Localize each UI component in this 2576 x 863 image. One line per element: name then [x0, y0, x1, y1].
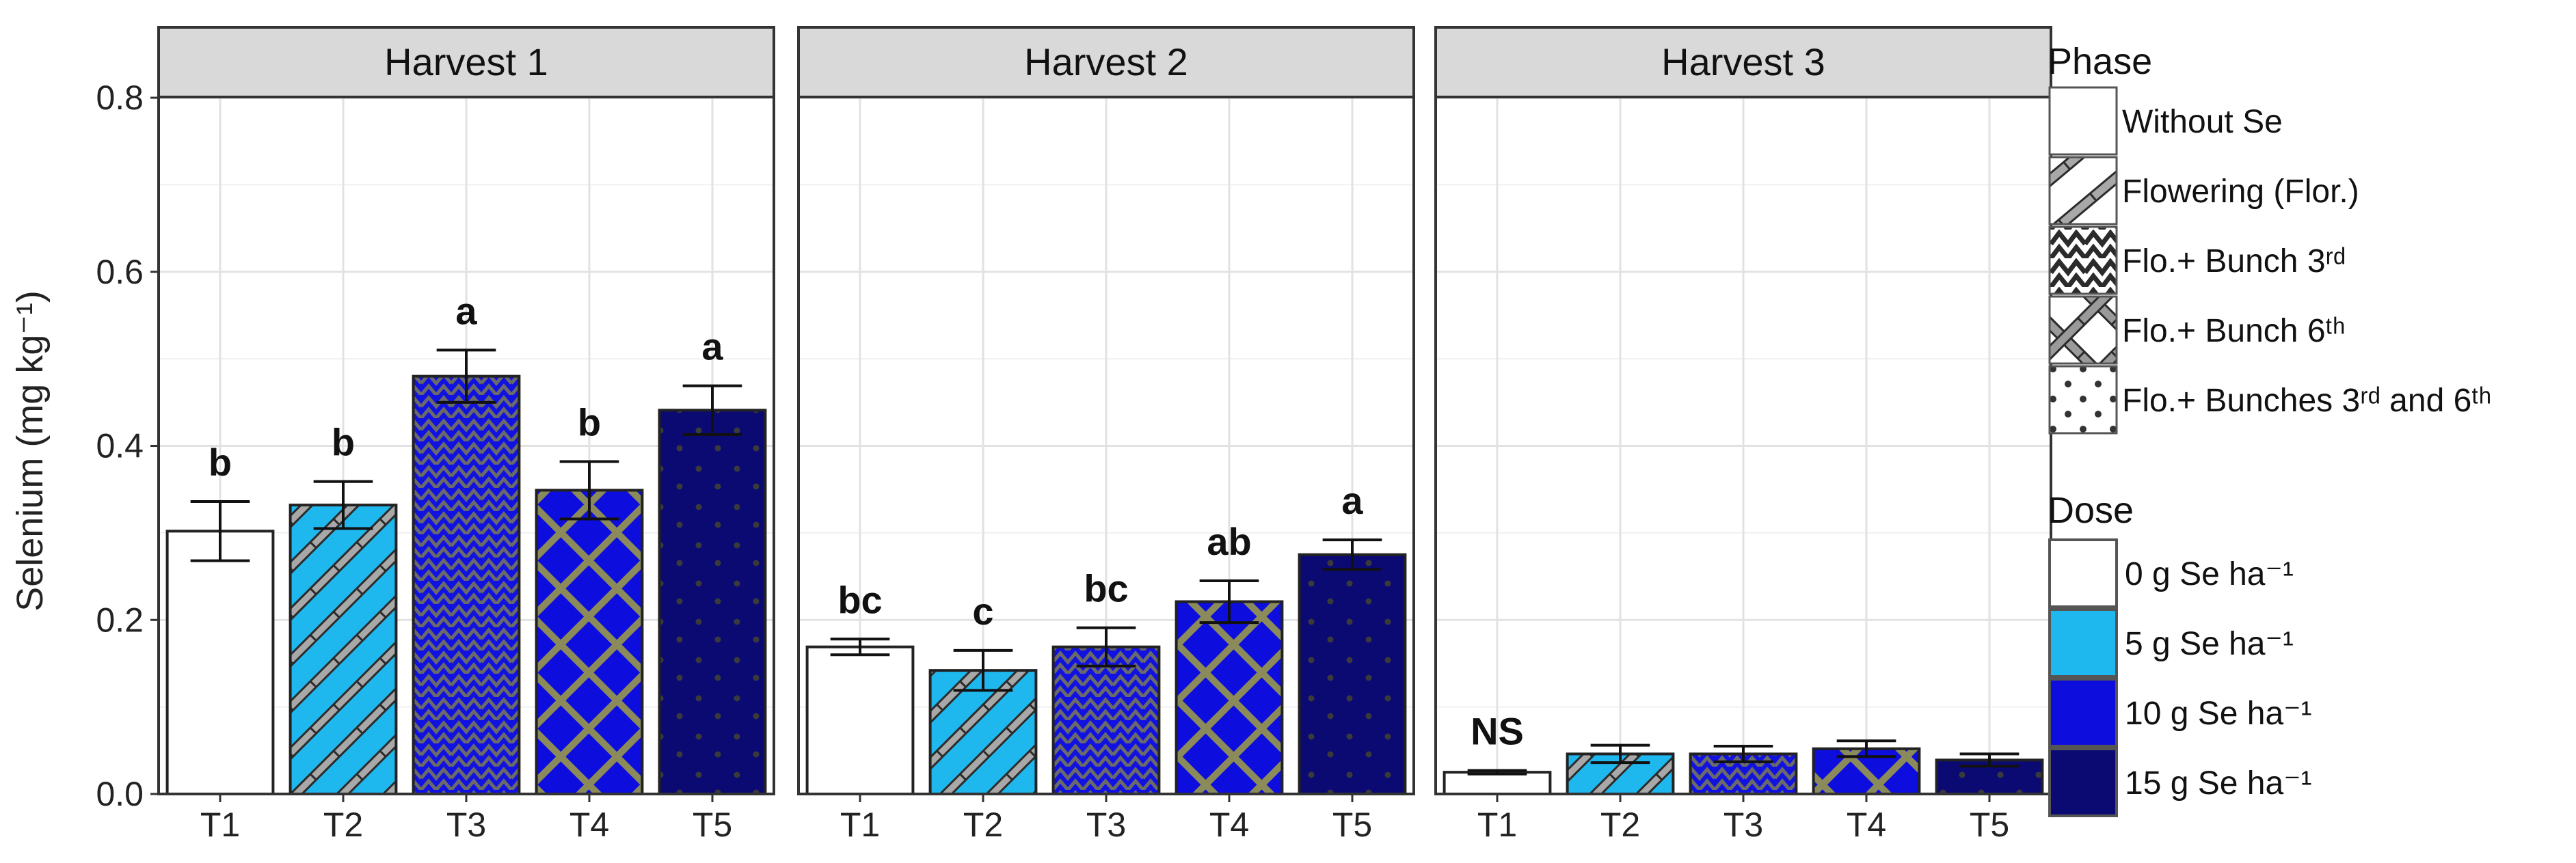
- significance-label: a: [701, 325, 723, 368]
- legend-key-outline: [2048, 365, 2118, 435]
- bar-t1: [807, 646, 913, 794]
- legend-dose-swatch: [2048, 538, 2118, 608]
- panels-layer: b T1 b T2 a T3 b T4 a T5 Harvest 1 bc T1 c T2 bc T3 ab T4 a…: [96, 26, 2052, 844]
- legend-phase-label: Without Se: [2122, 104, 2283, 140]
- legend-dose-label: 15 g Se ha⁻¹: [2125, 765, 2312, 802]
- legend-key-pattern: [2050, 297, 2117, 364]
- legend-dose: Dose 0 g Se ha⁻¹ 5 g Se ha⁻¹ 10 g Se ha⁻¹ 1…: [2048, 490, 2312, 817]
- bar-pattern: [290, 505, 397, 794]
- bar-pattern: [1299, 554, 1406, 794]
- significance-label: b: [332, 421, 355, 464]
- significance-label: b: [209, 441, 232, 484]
- legend-phase-label: Flowering (Flor.): [2122, 174, 2359, 210]
- legend-dose-title: Dose: [2048, 490, 2134, 531]
- bar-pattern: [1176, 601, 1283, 794]
- facet-strip: [1434, 26, 2052, 98]
- legend-key-pattern: [2050, 157, 2117, 224]
- significance-label: b: [578, 400, 601, 443]
- significance-label: bc: [1084, 567, 1128, 610]
- legend-phase: Phase Without Se Flowering (Flor.) Flo.+ B…: [2048, 41, 2491, 435]
- facet-strip-title: Harvest 3: [1661, 40, 1825, 83]
- bar-pattern: [659, 410, 766, 794]
- significance-label: a: [1341, 479, 1363, 522]
- legend-dose-swatch: [2048, 748, 2118, 817]
- x-tick-label: T3: [1723, 806, 1763, 844]
- x-tick-label: T2: [323, 806, 363, 844]
- legend-dose-label: 10 g Se ha⁻¹: [2125, 696, 2312, 732]
- legend-phase-label: Flo.+ Bunches 3ʳᵈ and 6ᵗʰ: [2122, 383, 2491, 419]
- bar-pattern: [1053, 646, 1159, 794]
- x-tick-label: T2: [963, 806, 1003, 844]
- y-tick-label: 0.8: [96, 79, 144, 117]
- x-tick-label: T2: [1600, 806, 1640, 844]
- x-tick-label: T4: [1847, 806, 1886, 844]
- legend-phase-label: Flo.+ Bunch 6ᵗʰ: [2122, 313, 2345, 349]
- significance-label: a: [455, 289, 477, 332]
- legend-phase-label: Flo.+ Bunch 3ʳᵈ: [2122, 243, 2346, 279]
- x-tick-label: T3: [1086, 806, 1126, 844]
- x-tick-label: T5: [693, 806, 732, 844]
- legend-key-pattern: [2050, 227, 2117, 294]
- bar-pattern: [413, 376, 520, 794]
- facet-strip: [797, 26, 1415, 98]
- significance-label: bc: [837, 578, 882, 621]
- legend-key-pattern: [2050, 366, 2117, 433]
- facet-strip: [157, 26, 775, 98]
- facet-strip-title: Harvest 2: [1024, 40, 1188, 83]
- x-tick-label: T4: [1209, 806, 1249, 844]
- bar-pattern: [536, 490, 643, 794]
- panel-1: b T1 b T2 a T3 b T4 a T5 Harvest 1: [157, 26, 775, 844]
- y-tick-label: 0.6: [96, 253, 144, 291]
- x-tick-label: T5: [1332, 806, 1372, 844]
- y-axis-label: Selenium (mg kg⁻¹): [10, 290, 51, 612]
- legend-key-outline: [2048, 225, 2118, 295]
- legend-phase-title: Phase: [2048, 41, 2152, 82]
- y-tick-label: 0.2: [96, 601, 144, 639]
- y-tick-label: 0.0: [96, 775, 144, 813]
- significance-label: ab: [1207, 520, 1251, 563]
- legend-key-outline: [2048, 86, 2118, 156]
- legend-dose-swatch: [2048, 678, 2118, 748]
- x-tick-label: T1: [840, 806, 880, 844]
- facet-strip-title: Harvest 1: [384, 40, 548, 83]
- x-tick-label: T5: [1970, 806, 2009, 844]
- bar-t1: [1444, 772, 1551, 794]
- y-tick-label: 0.4: [96, 427, 144, 465]
- legend-key-outline: [2048, 156, 2118, 225]
- significance-label: NS: [1471, 710, 1524, 753]
- legend-dose-label: 0 g Se ha⁻¹: [2125, 556, 2294, 592]
- panel-2: bc T1 c T2 bc T3 ab T4 a T5 Harvest 2: [797, 26, 1415, 844]
- x-tick-label: T4: [569, 806, 609, 844]
- panel-3: NS T1 T2 T3 T4 T5 Harvest 3: [1434, 26, 2052, 844]
- legend-key-outline: [2048, 295, 2118, 365]
- significance-label: c: [972, 590, 993, 633]
- legend-dose-swatch: [2048, 608, 2118, 678]
- x-tick-label: T3: [446, 806, 486, 844]
- legend-dose-label: 5 g Se ha⁻¹: [2125, 626, 2294, 662]
- bar-t1: [167, 531, 273, 794]
- x-tick-label: T1: [200, 806, 240, 844]
- x-tick-label: T1: [1477, 806, 1517, 844]
- legend-key-bg: [2050, 87, 2117, 154]
